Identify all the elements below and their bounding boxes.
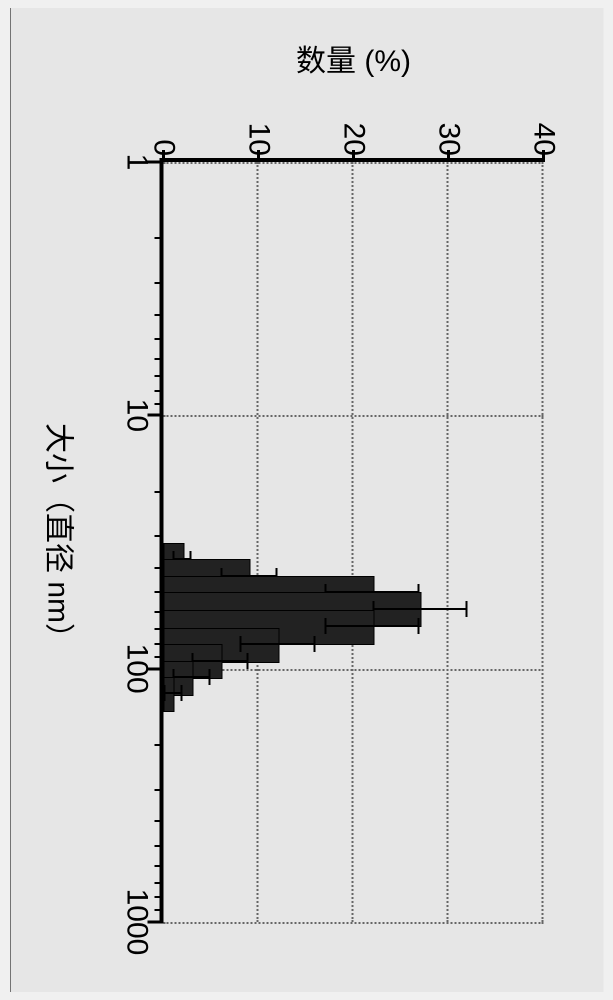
- gridline-v: [163, 922, 543, 924]
- x-minor-tick: [154, 390, 163, 392]
- x-minor-tick: [154, 591, 163, 593]
- x-minor-tick: [154, 358, 163, 360]
- error-bar: [192, 660, 249, 662]
- x-minor-tick: [154, 845, 163, 847]
- gridline-v: [163, 415, 543, 417]
- x-minor-tick: [154, 535, 163, 537]
- x-tick-label: 10: [119, 399, 153, 432]
- y-tick-label: 40: [526, 123, 560, 156]
- x-minor-tick: [154, 338, 163, 340]
- gridline-h: [256, 162, 258, 922]
- x-minor-tick: [154, 865, 163, 867]
- gridline-h: [541, 162, 543, 922]
- y-axis-label: 数量 (%): [296, 36, 411, 80]
- rotated-canvas: 数量 (%) 大小（直径 nm） 0102030401101001000: [10, 8, 603, 992]
- x-minor-tick: [154, 491, 163, 493]
- x-minor-tick: [154, 656, 163, 658]
- x-minor-tick: [154, 820, 163, 822]
- x-tick-label: 1000: [119, 889, 153, 956]
- x-minor-tick: [154, 282, 163, 284]
- error-bar: [173, 676, 211, 678]
- x-minor-tick: [154, 567, 163, 569]
- x-axis-label: 大小（直径 nm）: [39, 423, 83, 653]
- x-minor-tick: [154, 628, 163, 630]
- x-minor-tick: [154, 237, 163, 239]
- x-minor-tick: [154, 643, 163, 645]
- x-minor-tick: [154, 744, 163, 746]
- y-tick-label: 30: [431, 123, 465, 156]
- x-minor-tick: [154, 314, 163, 316]
- x-minor-tick: [154, 896, 163, 898]
- error-bar: [163, 692, 182, 694]
- gridline-h: [351, 162, 353, 922]
- error-bar: [239, 643, 315, 645]
- x-tick-label: 1: [119, 154, 153, 171]
- error-bar: [325, 625, 420, 627]
- x-minor-tick: [154, 375, 163, 377]
- gridline-h: [446, 162, 448, 922]
- x-tick-label: 100: [119, 644, 153, 694]
- x-minor-tick: [154, 882, 163, 884]
- plot-area: 0102030401101001000: [159, 158, 543, 922]
- x-minor-tick: [154, 403, 163, 405]
- x-minor-tick: [154, 611, 163, 613]
- x-minor-tick: [154, 909, 163, 911]
- error-bar: [372, 608, 467, 610]
- y-tick-label: 10: [241, 123, 275, 156]
- x-minor-tick: [154, 789, 163, 791]
- gridline-v: [163, 162, 543, 164]
- figure-frame: 数量 (%) 大小（直径 nm） 0102030401101001000: [10, 8, 603, 992]
- y-tick-label: 20: [336, 123, 370, 156]
